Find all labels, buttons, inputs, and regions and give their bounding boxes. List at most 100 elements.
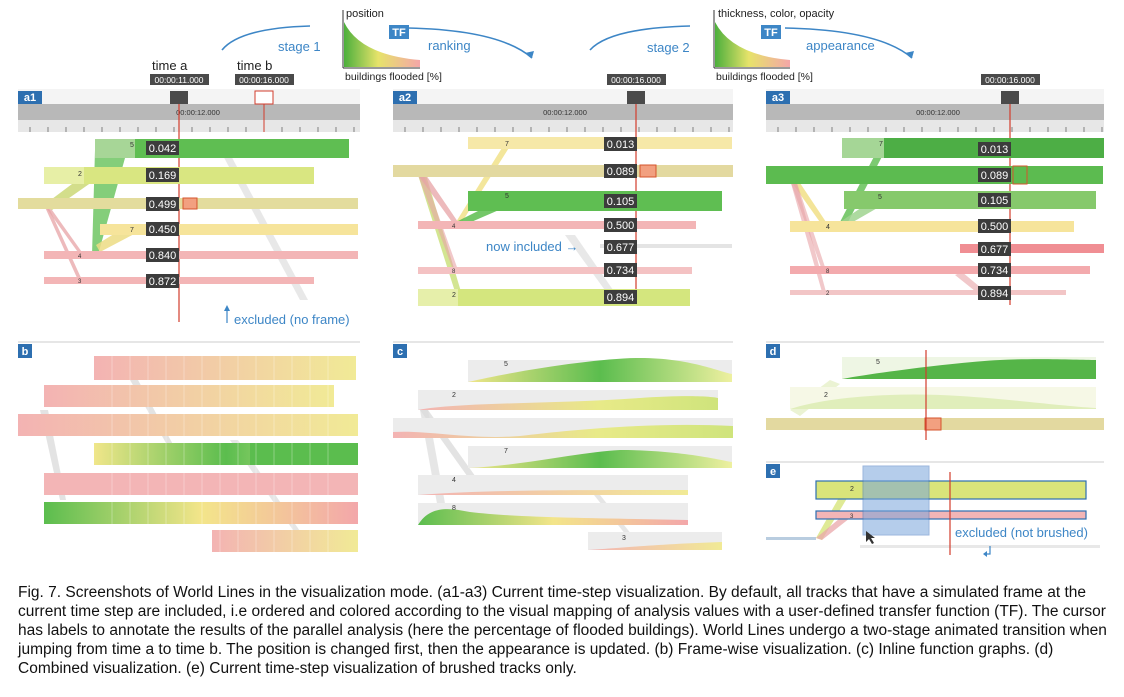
e-id-2: 2 [850,486,854,493]
a2-now-included-annotation: now included → [486,239,579,254]
a3-value-0: 0.013 [981,144,1009,156]
a1-ruler-time: 00:00:12.000 [176,108,220,117]
e-track-2[interactable] [815,480,1087,500]
a1-value-4: 0.840 [149,250,177,262]
e-id-3: 3 [850,514,854,520]
panel-c-tag: c [397,346,403,358]
ranking-label: ranking [428,38,471,53]
a2-value-2: 0.105 [607,196,635,208]
c-id-4: 4 [452,477,456,484]
e-brush-selection[interactable] [862,465,930,536]
a2-value-1: 0.089 [607,166,635,178]
panel-a2: a2 00:00:12.000 7 5 4 8 2 0.013 0.08 [393,89,733,306]
a3-id-8: 8 [826,269,830,275]
e-excluded-annotation: excluded (not brushed) [955,525,1088,540]
a3-cursor-handle[interactable] [1001,91,1019,104]
c-id-7: 7 [504,448,508,455]
a3-track-7[interactable] [842,138,1104,158]
appearance-label: appearance [806,38,875,53]
tf2-curve [715,22,790,67]
b-track-1[interactable] [94,356,356,380]
b-track-7[interactable] [212,530,358,552]
stage1-label: stage 1 [278,39,321,54]
tf2-y-label: thickness, color, opacity [718,8,835,20]
timeline-ruler[interactable] [18,104,360,120]
a2-track-4[interactable] [418,221,696,229]
a3-cursor-time: 00:00:16.000 [985,75,1035,85]
b-track-2[interactable] [44,385,334,407]
a1-excluded-annotation: excluded (no frame) [234,312,350,327]
panel-d-tag: d [770,346,777,358]
b-track-6[interactable] [44,502,358,524]
a3-track-new[interactable] [960,244,1104,253]
time-a-label: time a [152,58,188,73]
panel-e: e 2 3 excluded (not brushed) [766,461,1104,557]
panel-a2-tag: a2 [399,92,411,104]
c-track-4[interactable] [418,475,688,495]
caption-label: Fig. 7. [18,584,62,601]
tf2-x-label: buildings flooded [%] [716,71,813,83]
figure-caption: Fig. 7. Screenshots of World Lines in th… [18,583,1108,678]
a2-value-6: 0.894 [607,292,635,304]
d-id-2: 2 [824,392,828,399]
timeline-ruler[interactable] [766,104,1104,120]
a2-id-4: 4 [452,224,456,230]
tf1-badge[interactable] [389,25,409,39]
a2-id-7: 7 [505,141,509,148]
a1-value-1: 0.169 [149,170,177,182]
c-id-5: 5 [504,361,508,368]
stage2-label: stage 2 [647,40,690,55]
a2-id-5: 5 [505,193,509,200]
a2-track-highlight[interactable] [393,165,733,177]
a2-value-5: 0.734 [607,265,635,277]
a2-track-5[interactable] [468,191,722,211]
a3-id-4: 4 [826,224,830,231]
a2-track-7[interactable] [468,137,732,149]
a1-track-7[interactable] [100,224,358,235]
a3-value-4: 0.677 [981,244,1009,256]
a2-cursor-handle[interactable] [627,91,645,104]
a2-value-0: 0.013 [607,139,635,151]
a2-track-8[interactable] [418,267,692,274]
a3-value-2: 0.105 [981,195,1009,207]
a1-id-5: 5 [130,142,134,149]
world-lines-figure: stage 1 ranking TF position buildings fl… [18,8,1104,557]
panel-a3-tag: a3 [772,92,784,104]
a3-value-5: 0.734 [981,265,1009,277]
a2-track-2[interactable] [418,289,690,306]
b-track-3[interactable] [18,414,358,436]
a1-track-4[interactable] [44,251,358,259]
a1-id-7: 7 [130,227,134,234]
timeline-ruler[interactable] [393,104,733,120]
tf-chart-1: TF position buildings flooded [%] [342,8,442,83]
tf-chart-2: TF thickness, color, opacity buildings f… [713,8,835,83]
a1-cursor-handle-b[interactable] [254,90,274,105]
mouse-pointer-icon [866,531,875,544]
a2-track-new[interactable] [600,244,732,248]
time-a-value: 00:00:11.000 [155,75,204,85]
a3-value-1: 0.089 [981,170,1009,182]
panel-d: d 5 2 [766,341,1104,440]
panel-b: b [18,341,360,552]
a1-cursor-handle[interactable] [170,91,188,104]
a3-track-4[interactable] [790,221,1074,232]
a3-id-5: 5 [878,194,882,201]
tf2-badge[interactable] [761,25,781,39]
panel-e-tag: e [770,466,776,478]
header-diagram: stage 1 ranking TF position buildings fl… [150,8,1040,85]
e-track-3[interactable] [815,510,1087,520]
c-id-2: 2 [452,392,456,399]
panel-c: c 5 2 7 4 8 3 [393,341,733,550]
tf1-curve [344,22,420,67]
a3-track-8[interactable] [790,266,1090,274]
a1-value-2: 0.499 [149,199,177,211]
caption-text: Screenshots of World Lines in the visual… [18,584,1107,677]
a3-track-highlight[interactable] [766,166,1103,184]
a3-track-5[interactable] [844,191,1096,209]
a2-cursor-time: 00:00:16.000 [611,75,661,85]
a2-value-3: 0.500 [607,220,635,232]
a2-id-8: 8 [452,269,456,275]
a3-id-2: 2 [826,291,830,297]
a3-track-2[interactable] [790,290,1066,295]
b-track-5[interactable] [44,473,358,495]
